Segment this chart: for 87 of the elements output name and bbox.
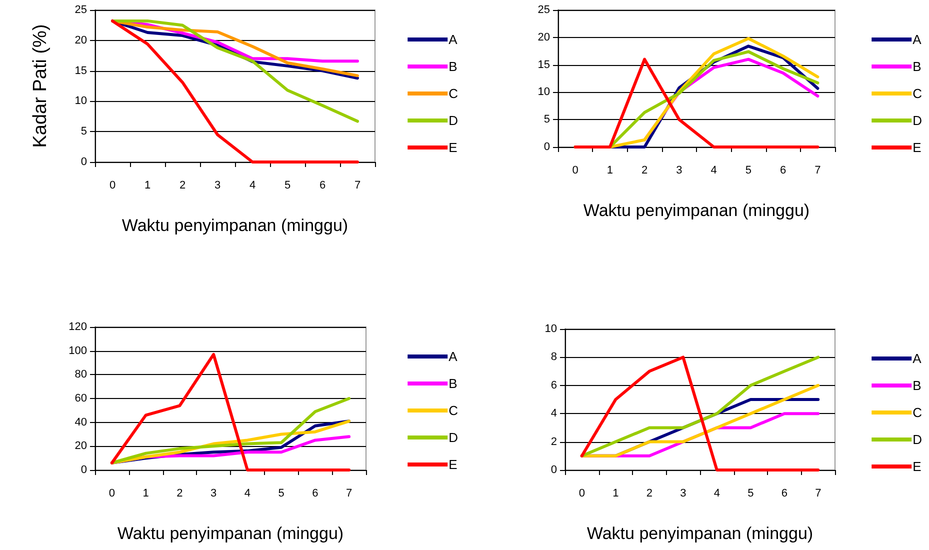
- x-axis-title: Waktu penyimpanan (minggu): [583, 201, 810, 220]
- y-tick-label: 0: [550, 464, 557, 476]
- x-tick-label: 1: [612, 488, 619, 500]
- legend-label: B: [912, 59, 922, 74]
- legend-label: C: [448, 86, 458, 101]
- line-series: [111, 19, 359, 123]
- legend-label: B: [448, 59, 458, 74]
- legend-label: B: [448, 376, 458, 391]
- y-axis-title: Kadar Pati (%): [30, 24, 51, 148]
- y-tick-label: 0: [80, 464, 87, 476]
- x-tick-label: 4: [710, 164, 717, 176]
- x-tick-label: 0: [572, 164, 578, 176]
- legend-label: B: [912, 378, 922, 393]
- x-tick-label: 5: [745, 164, 752, 176]
- y-tick-label: 0: [544, 141, 550, 153]
- x-tick-label: 2: [646, 488, 652, 500]
- y-tick-label: 0: [80, 156, 87, 168]
- y-tick-label: 5: [80, 126, 87, 138]
- x-tick-label: 0: [578, 488, 585, 500]
- x-tick-label: 6: [781, 488, 788, 500]
- x-tick-label: 6: [312, 488, 318, 500]
- line-series: [110, 397, 351, 464]
- x-tick-label: 4: [714, 488, 720, 500]
- y-tick-label: 100: [68, 344, 87, 357]
- legend-label: E: [912, 459, 922, 474]
- y-tick-label: 10: [538, 86, 550, 98]
- y-tick-label: 4: [550, 408, 557, 420]
- x-tick-label: 3: [214, 180, 221, 192]
- x-axis-title: Waktu penyimpanan (minggu): [586, 524, 814, 543]
- legend-label: D: [912, 432, 922, 447]
- y-tick-label: 25: [538, 4, 550, 16]
- y-tick-label: 8: [550, 351, 557, 364]
- y-tick-label: 20: [538, 31, 550, 44]
- y-tick-label: 80: [74, 368, 87, 381]
- line-series: [111, 19, 359, 164]
- x-tick-label: 3: [680, 488, 686, 500]
- legend-label: E: [448, 140, 458, 155]
- x-tick-label: 5: [278, 488, 284, 500]
- legend-label: A: [912, 32, 922, 47]
- y-tick-label: 25: [74, 4, 87, 16]
- x-tick-label: 1: [606, 164, 613, 176]
- line-series: [580, 384, 820, 458]
- x-tick-label: 5: [748, 488, 754, 500]
- y-tick-label: 10: [74, 95, 87, 108]
- legend-label: C: [912, 405, 922, 420]
- x-axis-title: Waktu penyimpanan (minggu): [117, 524, 344, 543]
- y-tick-label: 40: [74, 416, 87, 428]
- x-tick-label: 0: [109, 180, 116, 192]
- x-tick-label: 6: [780, 164, 786, 176]
- legend-label: A: [448, 32, 458, 47]
- x-tick-label: 7: [815, 488, 822, 500]
- legend-label: D: [912, 113, 922, 128]
- x-tick-label: 3: [676, 164, 682, 176]
- x-tick-label: 5: [284, 180, 291, 192]
- legend-label: D: [448, 113, 458, 128]
- x-tick-label: 3: [210, 488, 217, 500]
- legend-label: A: [912, 351, 922, 366]
- x-axis-title: Waktu penyimpanan (minggu): [122, 216, 348, 235]
- y-tick-label: 2: [550, 436, 557, 448]
- legend-label: A: [448, 349, 458, 364]
- legend-label: E: [448, 457, 458, 472]
- x-tick-label: 4: [249, 180, 256, 192]
- legend-label: C: [448, 403, 458, 418]
- y-tick-label: 15: [74, 64, 87, 77]
- x-tick-label: 2: [176, 488, 183, 500]
- y-tick-label: 20: [74, 440, 87, 452]
- line-series: [110, 352, 351, 472]
- x-tick-label: 4: [244, 488, 250, 500]
- x-tick-label: 7: [346, 488, 352, 500]
- x-tick-label: 6: [319, 180, 326, 192]
- x-tick-label: 2: [179, 180, 186, 192]
- y-tick-label: 10: [544, 323, 557, 335]
- y-tick-label: 60: [74, 392, 87, 404]
- x-tick-label: 0: [108, 488, 115, 500]
- y-tick-label: 15: [538, 58, 550, 71]
- legend-label: D: [448, 430, 458, 445]
- x-tick-label: 7: [814, 164, 821, 176]
- y-tick-label: 6: [550, 379, 557, 392]
- x-tick-label: 2: [642, 164, 648, 176]
- y-tick-label: 5: [544, 114, 550, 126]
- x-tick-label: 1: [144, 180, 151, 192]
- y-tick-label: 120: [68, 321, 87, 333]
- legend-label: E: [912, 140, 922, 155]
- x-tick-label: 7: [354, 180, 361, 192]
- legend-label: C: [912, 86, 922, 101]
- y-tick-label: 20: [74, 34, 87, 46]
- x-tick-label: 1: [142, 488, 149, 500]
